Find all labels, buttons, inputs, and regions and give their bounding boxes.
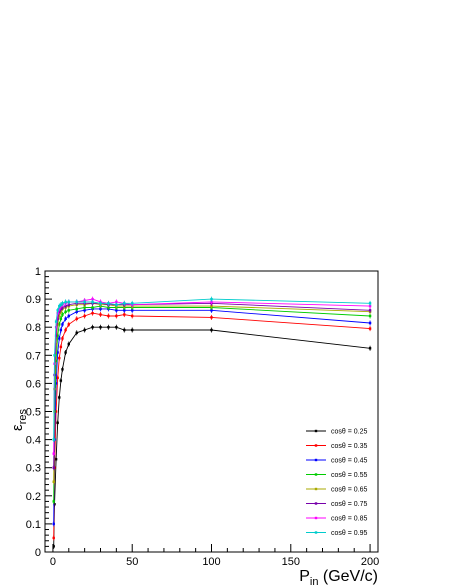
series-line xyxy=(53,298,371,454)
y-axis-title-sub: res xyxy=(17,409,29,425)
legend-item: cosθ = 0.85 xyxy=(306,516,367,523)
legend-label: cosθ = 0.95 xyxy=(331,530,367,537)
legend-label: cosθ = 0.85 xyxy=(331,516,367,523)
series-line xyxy=(53,308,371,524)
legend-marker xyxy=(314,473,318,476)
legend-label: cosθ = 0.45 xyxy=(331,458,367,465)
y-tick-label: 0.1 xyxy=(26,519,41,531)
x-tick-label: 200 xyxy=(361,556,379,568)
y-tick-label: 0.5 xyxy=(26,407,41,419)
y-tick-label: 0.3 xyxy=(26,463,41,475)
legend-marker xyxy=(314,531,318,534)
legend-marker xyxy=(314,458,318,462)
legend-item: cosθ = 0.45 xyxy=(306,458,367,465)
series-line xyxy=(53,298,371,440)
series-2 xyxy=(52,310,372,541)
y-tick-label: 0.2 xyxy=(26,491,41,503)
y-tick-label: 1 xyxy=(35,266,41,278)
series-8 xyxy=(52,296,372,443)
legend-label: cosθ = 0.75 xyxy=(331,501,367,508)
x-axis-title-main: P xyxy=(299,568,310,585)
legend-label: cosθ = 0.25 xyxy=(331,429,367,436)
y-tick-label: 0.9 xyxy=(26,294,41,306)
x-tick-label: 0 xyxy=(50,556,56,568)
series-line xyxy=(53,305,371,502)
legend-marker xyxy=(314,516,318,520)
x-axis-title: Pin (GeV/c) xyxy=(299,568,378,587)
x-tick-label: 100 xyxy=(202,556,220,568)
legend-label: cosθ = 0.55 xyxy=(331,472,367,479)
y-axis-title-main: ε xyxy=(9,424,26,431)
legend-item: cosθ = 0.95 xyxy=(306,530,367,537)
series-line xyxy=(53,326,371,547)
y-tick-label: 0.6 xyxy=(26,378,41,390)
x-axis-title-unit: (GeV/c) xyxy=(318,568,378,585)
legend-label: cosθ = 0.65 xyxy=(331,487,367,494)
series-layer xyxy=(52,296,372,549)
y-tick-label: 0.8 xyxy=(26,322,41,334)
legend-marker xyxy=(314,487,318,491)
legend-marker xyxy=(314,429,318,433)
y-tick-label: 0 xyxy=(35,547,41,559)
legend-item: cosθ = 0.25 xyxy=(306,429,367,436)
legend: cosθ = 0.25 cosθ = 0.35 cosθ = 0.45 cosθ = … xyxy=(306,429,367,537)
legend-marker xyxy=(314,502,318,505)
legend-item: cosθ = 0.35 xyxy=(306,443,367,450)
axis-ticks: 0 0.1 0.2 0.3 0.4 0.5 0.6 0.7 0.8 0.9 1 0 50 100 150 20… xyxy=(26,266,380,568)
x-axis-title-sub: in xyxy=(310,576,319,587)
y-tick-label: 0.4 xyxy=(26,435,41,447)
series-3 xyxy=(52,306,372,527)
x-tick-label: 50 xyxy=(126,556,138,568)
legend-item: cosθ = 0.55 xyxy=(306,472,367,479)
y-axis-title: εres xyxy=(9,409,29,431)
series-4 xyxy=(52,303,372,504)
series-7 xyxy=(52,296,372,457)
legend-item: cosθ = 0.75 xyxy=(306,501,367,508)
legend-label: cosθ = 0.35 xyxy=(331,443,367,450)
legend-item: cosθ = 0.65 xyxy=(306,487,367,494)
series-line xyxy=(53,312,371,539)
legend-marker xyxy=(314,444,318,447)
y-tick-label: 0.7 xyxy=(26,350,41,362)
series-1 xyxy=(52,324,372,549)
x-tick-label: 150 xyxy=(282,556,300,568)
